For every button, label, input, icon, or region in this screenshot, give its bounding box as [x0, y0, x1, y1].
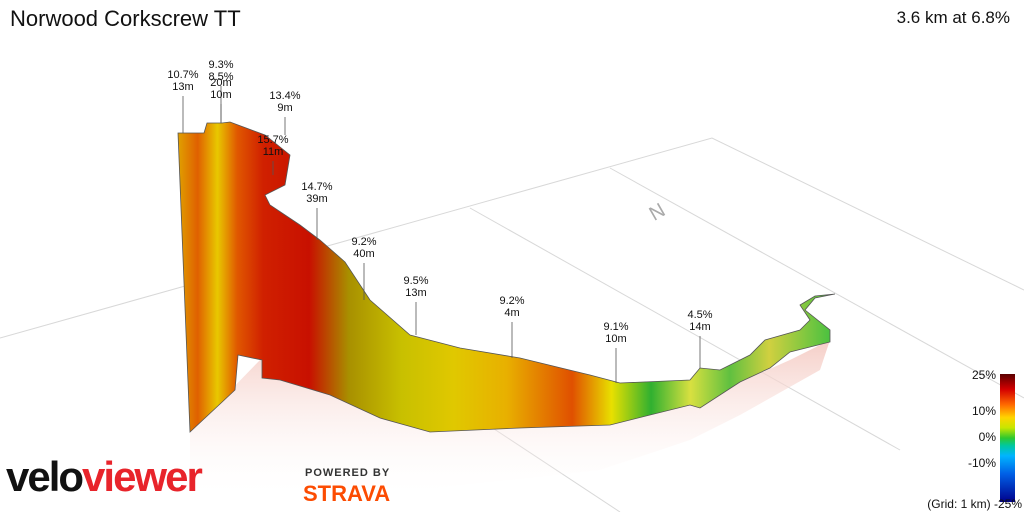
compass-icon: N [646, 199, 670, 225]
segment-gradient-label: 10.7% [167, 69, 198, 81]
segment-gain-label: 10m [210, 89, 231, 101]
strava-logo: STRAVA [303, 481, 391, 506]
segment-gradient-label: 14.7% [301, 181, 332, 193]
segment-gain-label: 40m [353, 248, 374, 260]
segment-gain-label: 10m [605, 333, 626, 345]
segment-gradient-label: 9.3% [208, 59, 233, 71]
profile-wall [177, 121, 836, 433]
grid-note: (Grid: 1 km) -25% [927, 497, 1022, 511]
segment-gain-label: 13m [405, 287, 426, 299]
legend-label-0: 0% [978, 430, 996, 444]
segment-gain-label: 39m [306, 193, 327, 205]
segment-gain-label: 11m [263, 146, 284, 158]
segment-gain-label: 13m [172, 81, 193, 93]
gradient-legend: 25% 10% 0% -10% [940, 366, 1024, 512]
route-summary: 3.6 km at 6.8% [896, 8, 1010, 27]
veloviewer-logo: veloviewer [6, 453, 203, 500]
legend-label-10: 10% [971, 404, 996, 418]
gradient-color-scale [1000, 374, 1015, 502]
profile-reflection [190, 340, 830, 500]
segment-gradient-label: 9.2% [351, 236, 376, 248]
segment-gradient-label: 4.5% [687, 309, 712, 321]
segment-gradient-label: 13.4% [269, 90, 300, 102]
segment-gradient-label: 9.5% [403, 275, 428, 287]
powered-by-label: POWERED BY [305, 467, 391, 479]
segment-gain-label: 9m [277, 102, 292, 114]
segment-gain-label: 14m [689, 321, 710, 333]
segment-gradient-label: 20m [210, 77, 231, 89]
route-title: Norwood Corkscrew TT [10, 6, 241, 31]
segment-gradient-label: 9.1% [603, 321, 628, 333]
legend-label-minus10: -10% [967, 456, 996, 470]
segment-gradient-label: 9.2% [499, 295, 524, 307]
segment-gradient-label: 15.7% [257, 134, 288, 146]
segment-gain-label: 8.5% [208, 71, 233, 83]
legend-label-25: 25% [971, 368, 996, 382]
segment-gain-label: 4m [504, 307, 519, 319]
